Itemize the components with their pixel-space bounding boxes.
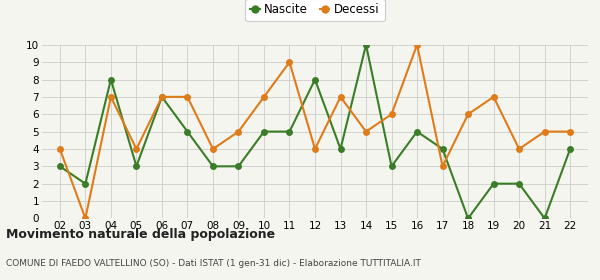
Nascite: [362, 43, 370, 46]
Nascite: [158, 95, 166, 99]
Nascite: [184, 130, 191, 133]
Decessi: [413, 43, 421, 46]
Nascite: [260, 130, 268, 133]
Text: COMUNE DI FAEDO VALTELLINO (SO) - Dati ISTAT (1 gen-31 dic) - Elaborazione TUTTI: COMUNE DI FAEDO VALTELLINO (SO) - Dati I…: [6, 259, 421, 268]
Decessi: [515, 147, 523, 151]
Decessi: [235, 130, 242, 133]
Nascite: [388, 165, 395, 168]
Nascite: [490, 182, 497, 185]
Decessi: [158, 95, 166, 99]
Nascite: [515, 182, 523, 185]
Nascite: [337, 147, 344, 151]
Nascite: [209, 165, 217, 168]
Text: Movimento naturale della popolazione: Movimento naturale della popolazione: [6, 228, 275, 241]
Decessi: [439, 165, 446, 168]
Decessi: [107, 95, 115, 99]
Nascite: [413, 130, 421, 133]
Nascite: [566, 147, 574, 151]
Decessi: [362, 130, 370, 133]
Decessi: [82, 217, 89, 220]
Decessi: [260, 95, 268, 99]
Nascite: [286, 130, 293, 133]
Nascite: [235, 165, 242, 168]
Nascite: [464, 217, 472, 220]
Nascite: [82, 182, 89, 185]
Nascite: [439, 147, 446, 151]
Decessi: [541, 130, 548, 133]
Nascite: [541, 217, 548, 220]
Nascite: [133, 165, 140, 168]
Decessi: [566, 130, 574, 133]
Nascite: [56, 165, 64, 168]
Decessi: [388, 113, 395, 116]
Decessi: [337, 95, 344, 99]
Nascite: [107, 78, 115, 81]
Nascite: [311, 78, 319, 81]
Line: Nascite: Nascite: [56, 41, 574, 222]
Decessi: [311, 147, 319, 151]
Decessi: [209, 147, 217, 151]
Decessi: [490, 95, 497, 99]
Decessi: [286, 60, 293, 64]
Decessi: [464, 113, 472, 116]
Decessi: [184, 95, 191, 99]
Legend: Nascite, Decessi: Nascite, Decessi: [245, 0, 385, 21]
Decessi: [133, 147, 140, 151]
Decessi: [56, 147, 64, 151]
Line: Decessi: Decessi: [56, 41, 574, 222]
